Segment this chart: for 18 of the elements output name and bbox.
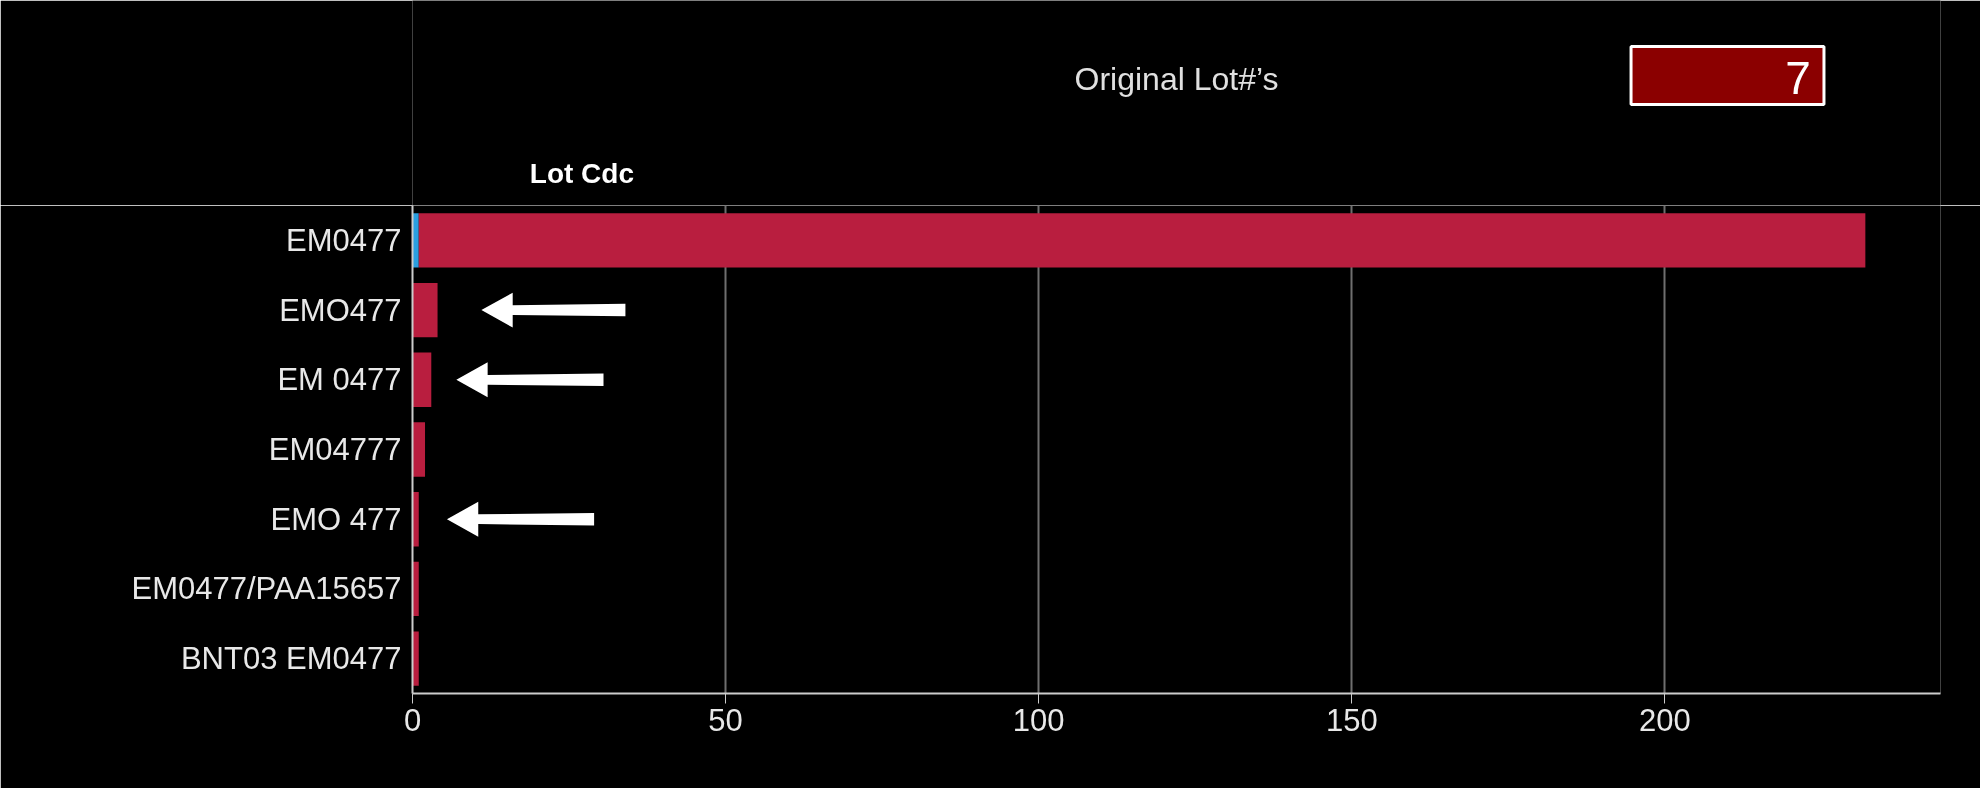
x-tick-label: 100 <box>1012 702 1065 738</box>
y-tick-label: EM0477/PAA15657 <box>131 571 402 607</box>
chart-title: Original Lot#’s <box>1074 60 1279 97</box>
y-tick-label: EM 0477 <box>277 362 402 398</box>
x-tick-label: 50 <box>708 702 743 738</box>
y-tick-label: EM0477 <box>286 222 402 258</box>
y-tick-label: BNT03 EM0477 <box>180 641 402 677</box>
y-tick-label: EM04777 <box>268 432 402 467</box>
x-tick-label: 150 <box>1325 702 1378 738</box>
x-tick-label: 200 <box>1639 702 1691 738</box>
bar <box>412 352 432 407</box>
x-tick-label: 0 <box>403 702 422 738</box>
bar <box>418 213 1866 268</box>
y-tick-label: EMO 477 <box>270 501 402 537</box>
y-tick-label: EMO477 <box>279 292 402 328</box>
text: 7 <box>1785 51 1811 104</box>
y-axis-title: Lot Cdc <box>529 158 635 189</box>
bar <box>412 282 438 338</box>
